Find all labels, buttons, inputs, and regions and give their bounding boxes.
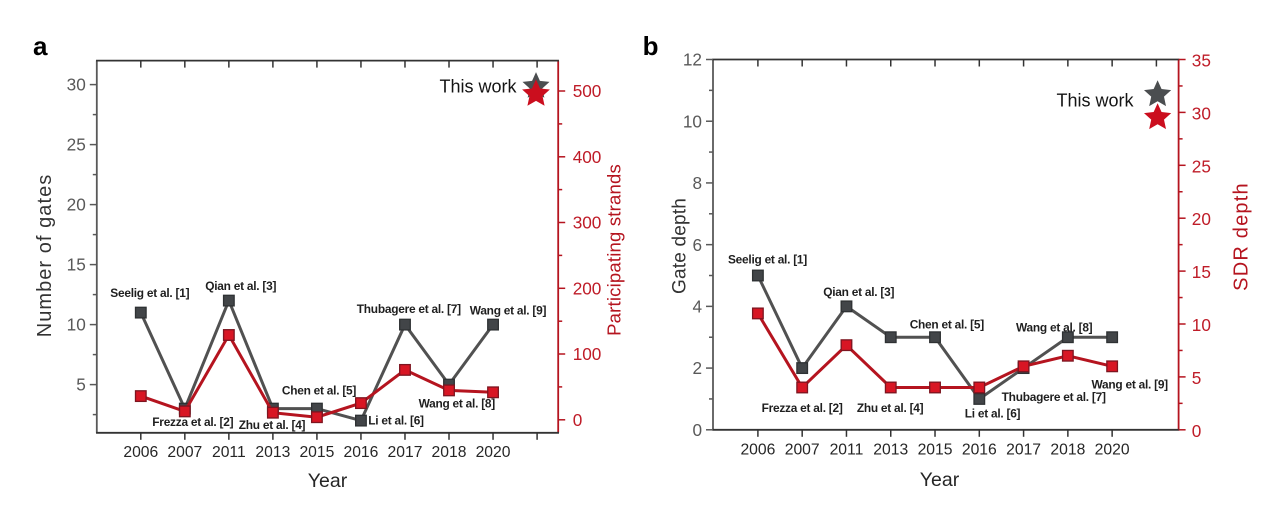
svg-text:500: 500	[573, 81, 602, 101]
svg-text:2006: 2006	[740, 442, 775, 459]
svg-text:2017: 2017	[1006, 442, 1041, 459]
svg-text:2018: 2018	[1050, 442, 1085, 459]
svg-text:2016: 2016	[343, 444, 378, 461]
svg-text:30: 30	[1192, 103, 1211, 123]
svg-text:25: 25	[1192, 156, 1211, 176]
svg-text:2013: 2013	[255, 444, 290, 461]
svg-text:2016: 2016	[962, 442, 997, 459]
svg-text:200: 200	[573, 278, 602, 298]
svg-text:Li et al. [6]: Li et al. [6]	[368, 413, 424, 427]
svg-text:2015: 2015	[918, 442, 953, 459]
svg-text:Participating strands: Participating strands	[604, 164, 625, 336]
svg-text:2: 2	[692, 358, 702, 378]
svg-text:Thubagere et al. [7]: Thubagere et al. [7]	[357, 302, 461, 316]
svg-text:Number of gates: Number of gates	[34, 174, 56, 338]
svg-text:Thubagere et al. [7]: Thubagere et al. [7]	[1002, 390, 1106, 404]
svg-text:0: 0	[573, 410, 583, 430]
svg-text:Year: Year	[920, 469, 960, 491]
svg-text:Wang et al. [9]: Wang et al. [9]	[1091, 377, 1168, 391]
svg-text:2011: 2011	[212, 444, 246, 461]
svg-text:20: 20	[67, 195, 86, 215]
svg-text:0: 0	[1192, 421, 1202, 441]
svg-text:2011: 2011	[830, 442, 864, 459]
svg-text:2015: 2015	[299, 444, 334, 461]
svg-text:a: a	[33, 31, 48, 61]
svg-text:6: 6	[692, 235, 702, 255]
svg-text:Chen et al. [5]: Chen et al. [5]	[910, 317, 985, 331]
svg-text:2007: 2007	[785, 442, 820, 459]
svg-text:Li et al. [6]: Li et al. [6]	[965, 407, 1021, 421]
svg-text:2018: 2018	[432, 444, 467, 461]
svg-text:SDR depth: SDR depth	[1231, 182, 1253, 291]
svg-text:4: 4	[692, 296, 702, 316]
svg-text:Zhu et al. [4]: Zhu et al. [4]	[239, 418, 306, 432]
svg-text:0: 0	[692, 420, 702, 440]
svg-text:Qian et al. [3]: Qian et al. [3]	[205, 279, 276, 293]
svg-text:This work: This work	[1056, 91, 1134, 111]
svg-text:Qian et al. [3]: Qian et al. [3]	[823, 285, 894, 299]
svg-text:2017: 2017	[388, 444, 423, 461]
svg-text:b: b	[643, 31, 659, 61]
svg-text:Wang et al. [8]: Wang et al. [8]	[1016, 320, 1093, 334]
svg-text:Frezza et al. [2]: Frezza et al. [2]	[152, 415, 233, 429]
svg-text:2007: 2007	[167, 444, 202, 461]
svg-text:25: 25	[67, 135, 86, 155]
svg-text:Zhu et al. [4]: Zhu et al. [4]	[857, 401, 924, 415]
svg-text:2020: 2020	[1095, 442, 1130, 459]
svg-text:12: 12	[683, 50, 702, 70]
svg-text:2006: 2006	[123, 444, 158, 461]
svg-text:400: 400	[573, 147, 602, 167]
svg-text:Gate depth: Gate depth	[670, 198, 691, 294]
svg-text:Seelig et al. [1]: Seelig et al. [1]	[728, 252, 807, 266]
svg-text:10: 10	[1192, 315, 1211, 335]
svg-text:This work: This work	[439, 76, 517, 96]
svg-text:10: 10	[67, 315, 86, 335]
svg-text:Chen et al. [5]: Chen et al. [5]	[282, 384, 357, 398]
svg-text:10: 10	[683, 111, 702, 131]
svg-text:2020: 2020	[476, 444, 511, 461]
svg-text:Year: Year	[308, 470, 348, 492]
svg-text:Wang et al. [8]: Wang et al. [8]	[419, 397, 496, 411]
svg-text:5: 5	[76, 375, 86, 395]
svg-text:Seelig et al. [1]: Seelig et al. [1]	[110, 286, 189, 300]
svg-text:20: 20	[1192, 209, 1211, 229]
svg-text:15: 15	[67, 255, 86, 275]
svg-text:15: 15	[1192, 262, 1211, 282]
svg-text:Frezza et al. [2]: Frezza et al. [2]	[762, 401, 843, 415]
svg-text:2013: 2013	[873, 442, 908, 459]
svg-text:300: 300	[573, 213, 602, 233]
svg-text:100: 100	[573, 344, 602, 364]
svg-text:35: 35	[1192, 51, 1211, 71]
svg-text:30: 30	[67, 75, 86, 95]
svg-text:8: 8	[692, 173, 702, 193]
svg-text:Wang et al. [9]: Wang et al. [9]	[470, 304, 547, 318]
svg-text:5: 5	[1192, 368, 1202, 388]
